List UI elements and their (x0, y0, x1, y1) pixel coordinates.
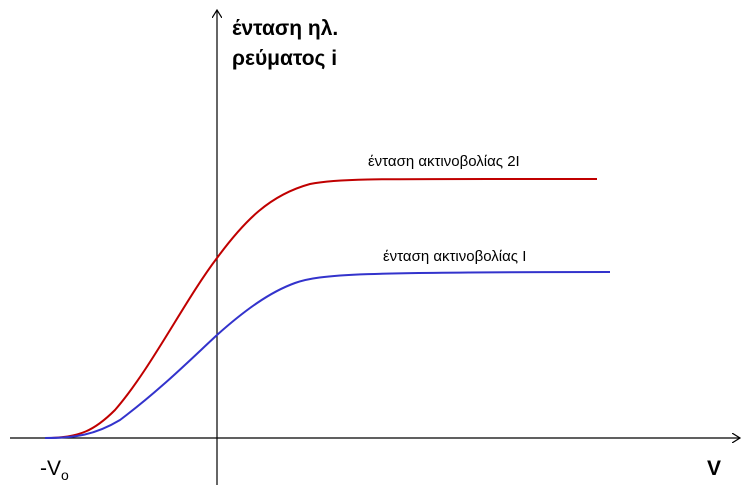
x-axis-label: V (707, 457, 721, 480)
y-axis-label: ρεύματος i (232, 47, 337, 70)
stopping-voltage-label: -Vo (40, 457, 69, 483)
curve-i (44, 271, 611, 439)
stopping-voltage: -V (40, 457, 61, 480)
curve-2i (44, 177, 598, 439)
curve-label: ένταση ακτινοβολίας I (383, 248, 526, 265)
y-axis-label: ένταση ηλ. (232, 17, 338, 40)
subscript: o (61, 467, 69, 483)
curve-label: ένταση ακτινοβολίας 2I (368, 153, 520, 170)
